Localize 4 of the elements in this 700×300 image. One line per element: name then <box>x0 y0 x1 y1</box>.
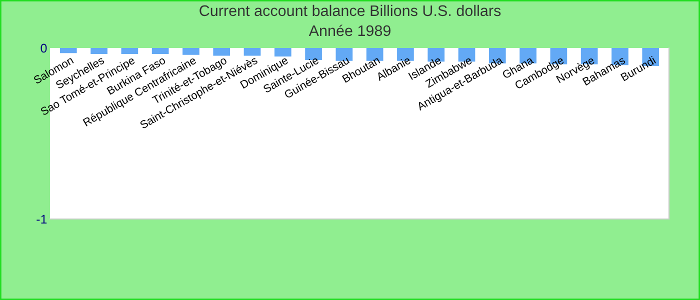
chart-subtitle: Année 1989 <box>308 24 390 36</box>
y-tick-label: -1 <box>36 214 47 224</box>
chart-title: Current account balance Billions U.S. dollars <box>200 4 501 16</box>
y-tick-label: 0 <box>40 44 47 53</box>
